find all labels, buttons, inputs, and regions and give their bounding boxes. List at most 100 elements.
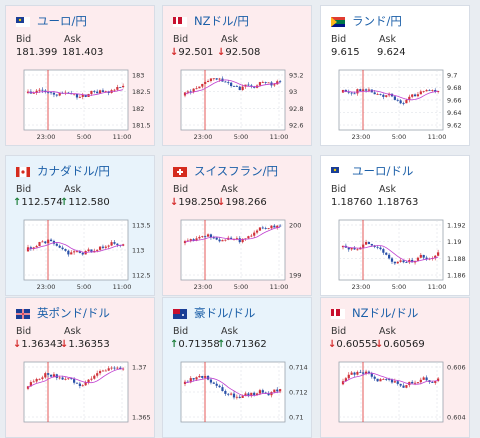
currency-pair-label[interactable]: ランド/円 <box>352 14 402 28</box>
candle-body <box>396 261 399 264</box>
candle-body <box>96 249 99 251</box>
price-chart[interactable]: 0.714 0.712 0.71 <box>163 354 312 438</box>
price-chart[interactable]: 183 182.5 182 181.5 23:00 5:00 11:00 <box>6 62 155 146</box>
candle-body <box>93 90 96 92</box>
x-tick-label: 23:00 <box>194 283 213 291</box>
currency-pair-label[interactable]: ユーロ/円 <box>37 14 87 28</box>
candle-body <box>347 374 350 379</box>
candle-body <box>78 383 81 387</box>
price-chart[interactable]: 1.192 1.19 1.188 1.186 23:00 5:00 11:00 <box>321 212 470 296</box>
up-arrow-icon: ↑ <box>170 339 179 350</box>
candle-body <box>382 378 385 380</box>
currency-pair-title[interactable]: 英ポンド/ドル <box>16 306 110 320</box>
currency-card[interactable]: NZドル/円 Bid Ask ↓92.501 ↓92.508 93.2 93 92.8 92.6… <box>162 5 312 146</box>
price-chart[interactable]: 0.606 0.604 <box>321 354 470 438</box>
candle-body <box>267 228 270 230</box>
candle-body <box>382 94 385 97</box>
currency-pair-title[interactable]: ランド/円 <box>331 14 402 28</box>
candle-body <box>399 383 402 386</box>
currency-card[interactable]: カナダドル/円 Bid Ask ↑112.574 ↑112.580 113.5 113 112… <box>5 155 155 296</box>
currency-pair-label[interactable]: NZドル/ドル <box>352 306 419 320</box>
ask-label: Ask <box>379 34 396 45</box>
candle-body <box>224 81 227 83</box>
candle-body <box>186 240 189 242</box>
currency-card[interactable]: 英ポンド/ドル Bid Ask ↓1.36343 ↓1.36353 1.37 1.365 <box>5 297 155 438</box>
currency-card[interactable]: ユーロ/円 Bid Ask 181.399 181.403 183 182.5 182 181.… <box>5 5 155 146</box>
price-chart[interactable]: 113.5 113 112.5 23:00 5:00 11:00 <box>6 212 155 296</box>
currency-card[interactable]: 豪ドル/ドル Bid Ask ↑0.71358 ↑0.71362 0.714 0.712 0.… <box>162 297 312 438</box>
candle-body <box>232 86 236 87</box>
price-chart[interactable]: 9.7 9.68 9.66 9.64 9.62 23:00 5:00 11:00 <box>321 62 470 146</box>
currency-pair-label[interactable]: 豪ドル/ドル <box>194 306 256 320</box>
currency-pair-title[interactable]: ユーロ/円 <box>16 14 87 28</box>
candle-body <box>434 381 437 383</box>
candle-body <box>41 89 44 91</box>
currency-pair-title[interactable]: NZドル/円 <box>173 14 249 28</box>
candle-body <box>104 91 107 93</box>
bid-label: Bid <box>173 326 189 337</box>
candle-body <box>258 227 262 231</box>
candle-body <box>405 385 408 388</box>
bid-label: Bid <box>331 34 347 45</box>
candle-body <box>422 254 425 258</box>
candle-body <box>270 392 273 396</box>
candle-body <box>247 393 250 396</box>
candle-body <box>362 244 365 248</box>
candle-body <box>247 236 250 239</box>
currency-pair-title[interactable]: NZドル/ドル <box>331 306 418 320</box>
candle-body <box>267 393 270 396</box>
currency-pair-title[interactable]: 豪ドル/ドル <box>173 306 255 320</box>
candle-body <box>241 86 244 91</box>
candle-body <box>224 239 227 241</box>
candle-body <box>61 247 64 250</box>
y-tick-label: 0.606 <box>447 364 466 372</box>
x-tick-label: 23:00 <box>37 283 56 291</box>
currency-card[interactable]: スイスフラン/円 Bid Ask ↓198.250 ↓198.266 200 199 23:0… <box>162 155 312 296</box>
currency-card[interactable]: NZドル/ドル Bid Ask ↓0.60555 ↓0.60569 0.606 0.604 <box>320 297 470 438</box>
down-arrow-icon: ↓ <box>170 197 179 208</box>
x-tick-label: 11:00 <box>428 283 447 291</box>
candle-body <box>405 99 408 104</box>
candle-body <box>110 242 113 246</box>
chart-frame <box>23 69 129 131</box>
candle-body <box>273 389 276 393</box>
currency-pair-title[interactable]: ユーロ/ドル <box>331 164 413 178</box>
ask-value: ↓0.60569 <box>375 339 425 350</box>
currency-pair-title[interactable]: スイスフラン/円 <box>173 164 278 178</box>
bid-label: Bid <box>16 326 32 337</box>
y-tick-label: 93.2 <box>289 72 303 80</box>
candle-body <box>425 377 428 381</box>
candle-body <box>241 238 244 243</box>
currency-card[interactable]: ランド/円 Bid Ask 9.615 9.624 9.7 9.68 9.66 9.64 9.62… <box>320 5 470 146</box>
candle-body <box>195 377 198 380</box>
candle-body <box>78 96 81 98</box>
currency-pair-label[interactable]: カナダドル/円 <box>37 164 110 178</box>
currency-card[interactable]: ユーロ/ドル Bid Ask 1.18760 1.18763 1.192 1.19 1.188… <box>320 155 470 296</box>
candle-body <box>244 238 247 240</box>
candle-body <box>408 96 411 100</box>
candle-body <box>359 371 362 373</box>
y-tick-label: 199 <box>289 272 301 280</box>
price-chart[interactable]: 200 199 23:00 5:00 11:00 <box>163 212 312 296</box>
currency-grid: ユーロ/円 Bid Ask 181.399 181.403 183 182.5 182 181.… <box>5 5 470 438</box>
candle-body <box>38 242 41 247</box>
bid-value: 181.399 <box>16 47 58 58</box>
currency-pair-label[interactable]: 英ポンド/ドル <box>37 306 110 320</box>
currency-pair-label[interactable]: ユーロ/ドル <box>352 164 414 178</box>
candle-body <box>189 91 192 93</box>
candle-body <box>32 92 35 94</box>
price-chart[interactable]: 1.37 1.365 <box>6 354 155 438</box>
currency-pair-title[interactable]: カナダドル/円 <box>16 164 110 178</box>
currency-pair-label[interactable]: NZドル/円 <box>194 14 249 28</box>
candle-body <box>253 232 256 236</box>
ask-value: ↑0.71362 <box>217 339 267 350</box>
moving-average-line <box>342 90 439 101</box>
currency-pair-label[interactable]: スイスフラン/円 <box>194 164 279 178</box>
candle-body <box>396 381 399 384</box>
x-tick-label: 11:00 <box>270 283 289 291</box>
candle-body <box>38 378 41 380</box>
candle-body <box>393 96 396 100</box>
y-tick-label: 9.62 <box>447 122 461 130</box>
price-chart[interactable]: 93.2 93 92.8 92.6 23:00 5:00 11:00 <box>163 62 312 146</box>
candle-body <box>230 393 233 395</box>
